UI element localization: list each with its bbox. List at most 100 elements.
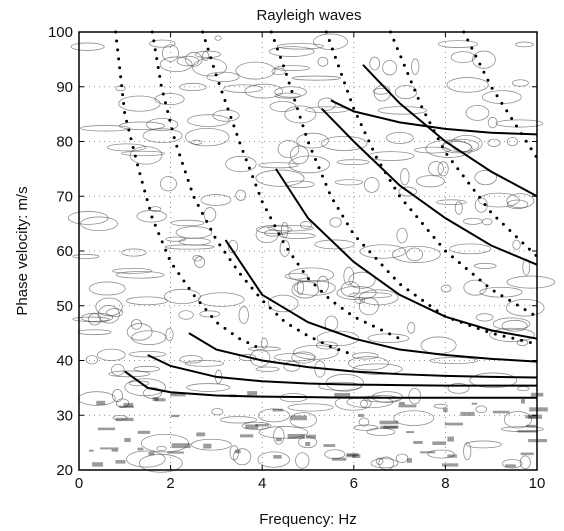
contour-patch <box>346 454 357 458</box>
contour-patch <box>407 458 412 463</box>
contour-blob <box>112 268 153 274</box>
contour-blob <box>223 84 263 93</box>
contour-blob <box>255 169 305 187</box>
contour-blob <box>377 106 428 115</box>
contour-blob <box>118 121 166 131</box>
contour-blob <box>506 199 529 210</box>
contour-blob <box>130 319 143 330</box>
contour-blob <box>271 67 286 76</box>
contour-blob <box>146 118 179 132</box>
contour-blob <box>186 383 231 392</box>
contour-blob <box>67 211 109 225</box>
contour-patch <box>203 443 212 449</box>
contour-blob <box>269 100 297 112</box>
contour-patch <box>405 431 415 434</box>
contour-patch <box>471 402 478 405</box>
y-tick-label: 70 <box>56 188 73 205</box>
contour-patch <box>383 425 398 429</box>
contour-patch <box>287 433 305 439</box>
contour-patch <box>111 449 118 452</box>
contour-blob <box>273 353 316 362</box>
contour-blob <box>192 58 227 77</box>
contour-blob <box>517 386 530 392</box>
contour-blob <box>244 83 284 99</box>
contour-blob <box>126 323 153 341</box>
contour-blob <box>298 436 318 449</box>
contour-patch <box>234 449 241 454</box>
contour-blob <box>291 280 319 299</box>
contour-blob <box>406 247 424 262</box>
contour-blob <box>393 410 435 427</box>
contour-blob <box>77 329 112 336</box>
contour-blob <box>280 221 289 238</box>
contour-blob <box>293 280 336 296</box>
contour-patch <box>170 392 186 397</box>
contour-blob <box>285 180 315 189</box>
chart-title: Rayleigh waves <box>256 7 361 24</box>
contour-blob <box>131 330 167 346</box>
contour-blob <box>115 398 130 408</box>
dispersion-curve <box>147 354 537 387</box>
contour-patch <box>380 425 399 429</box>
contour-blob <box>506 136 518 147</box>
contour-blob <box>465 440 502 449</box>
contour-patch <box>399 401 405 405</box>
dispersion-curve <box>362 64 538 198</box>
contour-blob <box>197 292 245 307</box>
contour-blob <box>473 262 497 269</box>
contour-blob <box>72 254 100 259</box>
contour-blob <box>124 378 166 397</box>
contour-patch <box>305 442 311 447</box>
contour-blob <box>386 131 414 144</box>
contour-blob <box>505 298 545 317</box>
contour-blob <box>336 159 370 166</box>
dispersion-curve <box>188 332 538 379</box>
contour-blob <box>176 55 200 67</box>
contour-blob <box>500 426 544 432</box>
contour-patch <box>247 391 258 396</box>
contour-blob <box>420 336 457 355</box>
contour-blob <box>400 168 410 186</box>
contour-patch <box>96 400 106 406</box>
y-tick-label: 60 <box>56 243 73 260</box>
contour-blob <box>97 348 126 361</box>
contour-patch <box>443 408 448 413</box>
contour-blob <box>233 448 252 466</box>
contour-patch <box>441 463 459 467</box>
dotted-dispersion-curve <box>462 30 539 160</box>
contour-blob <box>191 438 232 451</box>
contour-blob <box>248 346 281 352</box>
contour-blob <box>429 357 479 365</box>
contour-blob <box>515 41 534 48</box>
contour-blob <box>267 294 299 313</box>
dispersion-curve <box>330 99 538 136</box>
x-tick-label: 8 <box>441 475 449 492</box>
contour-blob <box>314 239 355 250</box>
y-tick-label: 40 <box>56 353 73 370</box>
contour-blob <box>126 296 168 306</box>
contour-blob <box>184 127 230 147</box>
contour-blob <box>202 51 210 61</box>
contour-blob <box>358 297 379 316</box>
contour-blob <box>214 35 222 41</box>
contour-blob <box>120 150 166 157</box>
contour-blob <box>398 186 417 197</box>
series-group <box>114 30 539 399</box>
contour-blob <box>407 322 416 334</box>
contour-blob <box>440 284 452 293</box>
contour-blob <box>366 427 396 436</box>
contour-blob <box>437 161 449 177</box>
contour-patch <box>460 411 475 416</box>
y-tick-label: 90 <box>56 79 73 96</box>
contour-patch <box>525 415 537 419</box>
dispersion-curve <box>124 370 537 399</box>
contour-blob <box>194 50 222 58</box>
contour-blob <box>258 162 299 169</box>
contour-patch <box>124 437 131 442</box>
contour-patch <box>97 427 115 431</box>
contour-blob <box>489 327 535 342</box>
contour-blob <box>313 33 348 50</box>
contour-blob <box>447 383 470 394</box>
contour-blob <box>437 40 478 48</box>
contour-blob <box>359 399 368 408</box>
